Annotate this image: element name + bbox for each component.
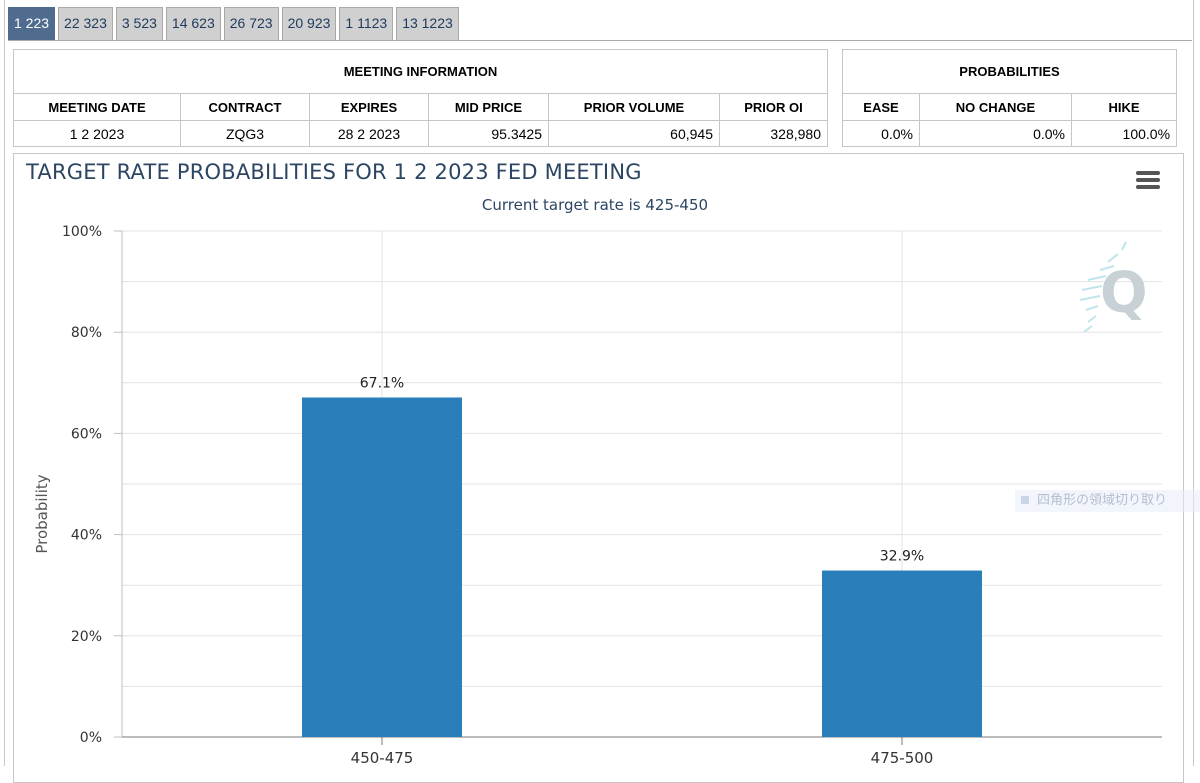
tab-meeting-5[interactable]: 20 923 [281,7,337,40]
chart-subtitle: Current target rate is 425-450 [481,196,709,214]
y-tick-label: 40% [71,528,102,544]
meeting-cell-5: 328,980 [719,120,828,147]
meeting-header-5: PRIOR OI [719,93,828,121]
tab-divider [8,40,1192,41]
meeting-tabs: 1 223 22 323 3 523 14 623 26 723 20 923 1 1123… [8,7,462,41]
cme-q-logo-icon: Q [1079,241,1148,333]
probabilities-table: PROBABILITIES EASE NO CHANGE HIKE 0.0% 0.0%… [841,49,1178,147]
svg-text:Q: Q [1100,261,1148,326]
y-tick-label: 100% [62,224,102,240]
probability-cell-2: 100.0% [1070,120,1178,147]
meeting-information-title: MEETING INFORMATION [13,49,828,94]
x-tick-label: 475-500 [871,749,934,766]
overlay-icon [1021,496,1029,504]
tab-meeting-3[interactable]: 14 623 [165,7,221,40]
tab-meeting-6[interactable]: 1 1123 [339,7,394,40]
meeting-cell-2: 28 2 2023 [309,120,429,147]
probability-header-0: EASE [842,93,920,121]
meeting-header-3: MID PRICE [428,93,549,121]
y-tick-label: 20% [71,629,102,645]
probability-bar-chart: 0% 20% 40% 60% 80% 100% Probability 67.1% 450-47… [33,224,1162,766]
bar-450-475 [302,397,462,737]
y-tick-label: 80% [71,325,102,341]
probability-header-2: HIKE [1070,93,1178,121]
probability-header-1: NO CHANGE [919,93,1072,121]
y-axis-label: Probability [33,474,51,553]
meeting-cell-3: 95.3425 [428,120,549,147]
x-tick-label: 450-475 [351,749,414,766]
probabilities-title: PROBABILITIES [841,49,1178,94]
chart-title: TARGET RATE PROBABILITIES FOR 1 2 2023 F… [26,160,642,184]
chart-panel [13,153,1184,783]
probability-cell-0: 0.0% [842,120,920,147]
bar-475-500 [822,570,982,737]
tab-meeting-4[interactable]: 26 723 [223,7,279,40]
y-tick-label: 0% [80,730,102,746]
meeting-cell-0: 1 2 2023 [13,120,181,147]
data-label: 67.1% [360,375,404,391]
overlay-text: 四角形の領域切り取り [1037,493,1168,508]
screen-capture-overlay: 四角形の領域切り取り [1015,490,1200,512]
tab-meeting-2[interactable]: 3 523 [115,7,163,40]
data-label: 32.9% [880,549,924,565]
window-frame [4,0,1194,766]
tab-meeting-0[interactable]: 1 223 [8,7,56,40]
probability-cell-1: 0.0% [919,120,1072,147]
tab-meeting-7[interactable]: 13 1223 [396,7,459,40]
meeting-cell-1: ZQG3 [180,120,310,147]
y-tick-label: 60% [71,426,102,442]
meeting-information-table: MEETING INFORMATION MEETING DATE CONTRACT… [13,49,828,147]
hamburger-menu-icon[interactable] [1136,171,1160,191]
tab-meeting-1[interactable]: 22 323 [58,7,113,40]
meeting-header-0: MEETING DATE [13,93,181,121]
